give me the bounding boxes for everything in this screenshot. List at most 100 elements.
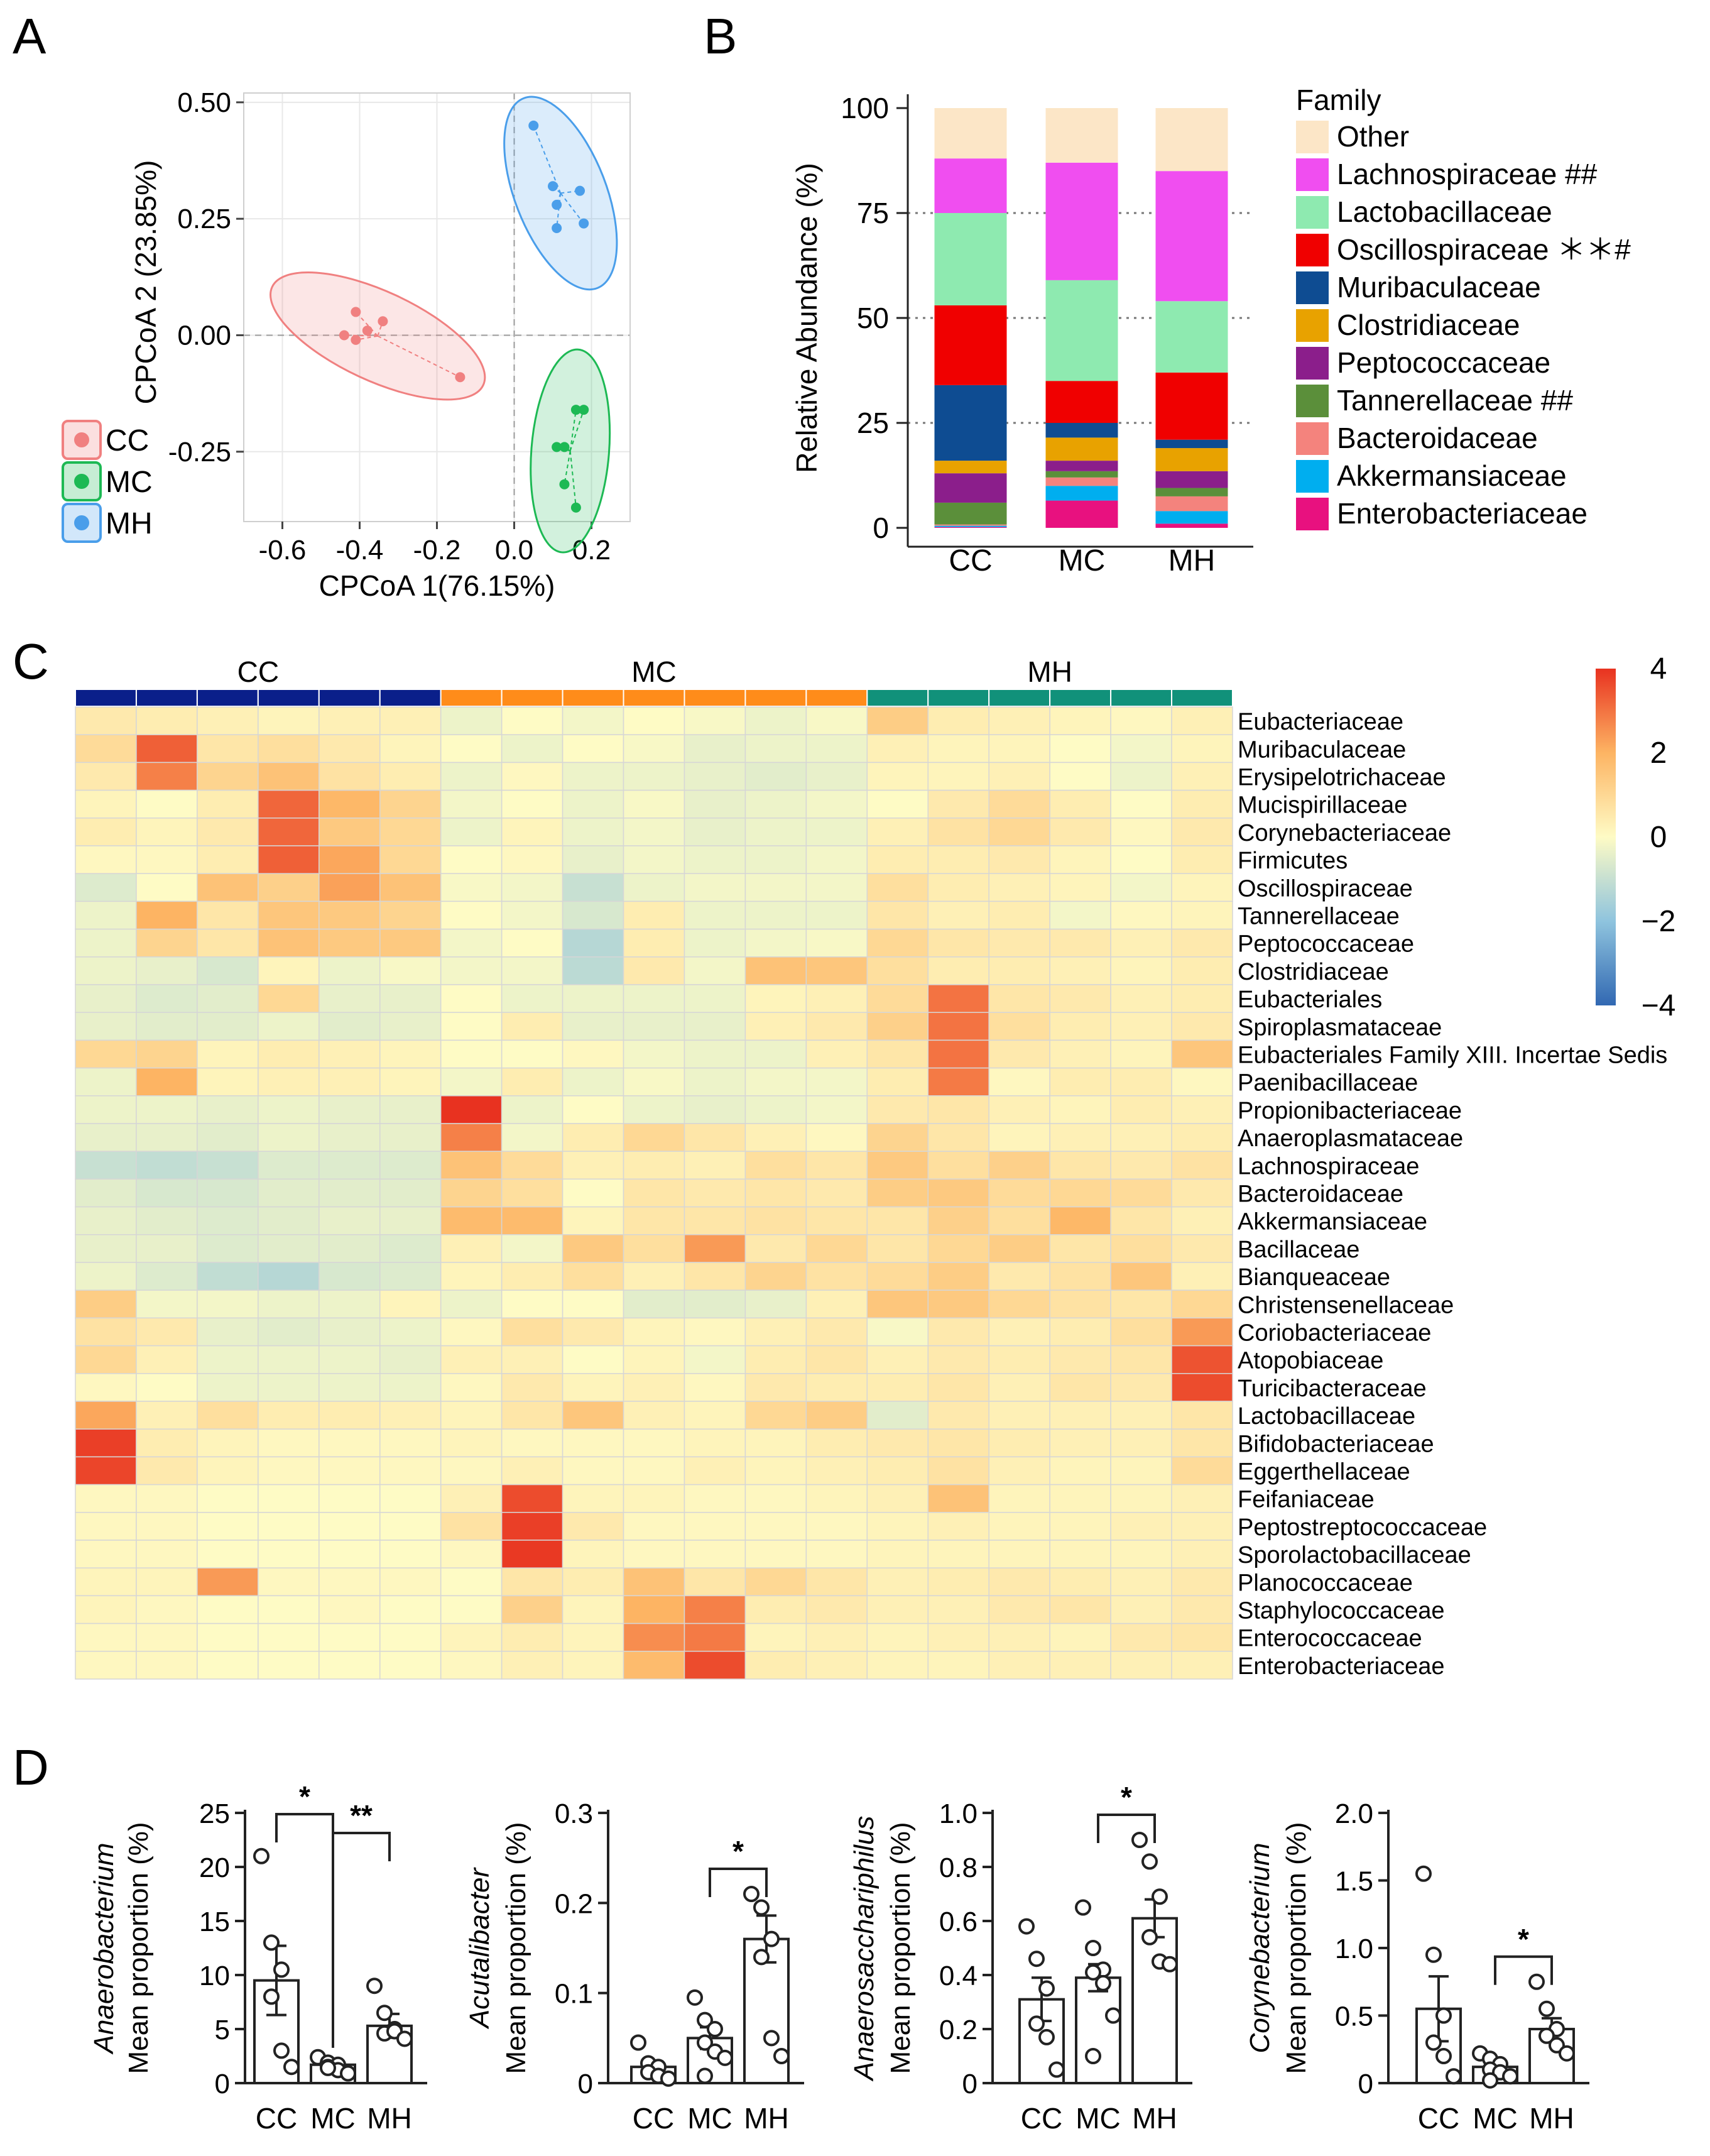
heatmap-cell [805,1622,868,1652]
heatmap-cell [136,1317,198,1347]
legend-swatch-peptococcaceae [1296,347,1329,380]
data-point [743,1886,760,1902]
heatmap-cell [1110,928,1172,958]
heatmap-cell [1171,928,1233,958]
heatmap-cell [1171,1262,1233,1291]
heatmap-cell [927,984,989,1013]
heatmap-cell [805,900,868,930]
heatmap-cell [136,1622,198,1652]
y-axis-label: Mean proportion (%) [123,1822,154,2074]
heatmap-cell [866,900,929,930]
data-point [376,2005,393,2022]
heatmap-cell [562,789,624,819]
heatmap-cell [136,1067,198,1097]
legend-label-mc: MC [106,466,153,499]
y-axis-label-taxon: Anaerobacterium [89,1842,119,2055]
heatmap-cell [1110,1428,1172,1458]
heatmap-cell [136,762,198,791]
heatmap-cell [1110,1151,1172,1180]
heatmap-cell [683,928,746,958]
y-tick-label: 15 [199,1907,230,1937]
legend-label-enterobacteriaceae: Enterobacteriaceae [1337,497,1587,530]
bar-segment-tannerellaceae-mc [1045,471,1118,478]
heatmap-cell [501,1651,564,1680]
heatmap-cell [501,1595,564,1624]
heatmap-cell [623,1262,685,1291]
bar-segment-peptococcaceae-mc [1045,461,1118,471]
y-tick-label: 0 [1358,2069,1373,2099]
heatmap-cell [1171,1012,1233,1041]
heatmap-cell [1171,956,1233,985]
x-tick-label: MC [687,2102,732,2135]
heatmap-cell [1110,1484,1172,1513]
heatmap-cell [75,956,137,985]
heatmap-cell [501,956,564,985]
heatmap-cell [562,1595,624,1624]
heatmap-cell [319,1012,381,1041]
spider-line [377,335,460,378]
heatmap-cell [501,1484,564,1513]
heatmap-cell [683,900,746,930]
heatmap-cell [136,1234,198,1263]
heatmap-cell [1049,1428,1111,1458]
heatmap-cell [319,1039,381,1069]
heatmap-cell [623,789,685,819]
heatmap-cell [1049,1373,1111,1402]
heatmap-cell [805,1012,868,1041]
heatmap-cell [501,1234,564,1263]
x-tick-label: 0.0 [495,535,533,566]
heatmap-cell [683,1622,746,1652]
heatmap-cell [197,1012,259,1041]
heatmap-cell [1049,928,1111,958]
significance-bracket [1097,1814,1156,1843]
heatmap-cell [440,734,503,763]
heatmap-cell [744,1512,807,1541]
heatmap-cell [75,1622,137,1652]
heatmap-cell [136,984,198,1013]
significance-bracket [332,1832,391,2048]
bar-segment-muribaculaceae-mh [1155,439,1228,449]
heatmap-cell [623,1428,685,1458]
y-tick-label: 2.0 [1335,1798,1373,1829]
heatmap-cell [562,734,624,763]
heatmap-cell [562,1456,624,1486]
row-label: Bianqueaceae [1238,1264,1390,1291]
heatmap-cell [1049,1234,1111,1263]
heatmap-cell [197,1095,259,1124]
row-label: Clostridiaceae [1238,959,1389,985]
heatmap-cell [744,1540,807,1568]
heatmap-cell [1171,1595,1233,1624]
row-label: Spiroplasmataceae [1238,1014,1442,1041]
heatmap-cell [197,789,259,819]
heatmap-cell [988,1651,1050,1680]
heatmap-cell [379,818,442,846]
legend-swatch-akkermansiaceae [1296,460,1329,493]
heatmap-cell [197,1262,259,1291]
heatmap-cell [197,928,259,958]
heatmap-cell [501,1512,564,1541]
heatmap-cell [562,818,624,846]
legend-label-clostridiaceae: Clostridiaceae [1337,309,1520,341]
heatmap-cell [258,1039,320,1069]
heatmap-cell [927,1540,989,1568]
heatmap-cell [683,1373,746,1402]
data-point [1131,1832,1148,1848]
point-mh [528,120,539,131]
heatmap-cell [683,984,746,1013]
data-point [1085,1964,1101,1981]
heatmap-cell [258,1206,320,1235]
heatmap-cell [440,1317,503,1347]
group-annotation-mh [1049,689,1112,707]
heatmap-cell [1049,900,1111,930]
heatmap-cell [197,1206,259,1235]
heatmap-cell [683,1151,746,1180]
heatmap-cell [988,1095,1050,1124]
heatmap-cell [683,845,746,874]
heatmap-cell [866,956,929,985]
row-label: Bacteroidaceae [1238,1181,1403,1208]
legend-marker-cc [74,432,89,447]
heatmap-cell [440,1484,503,1513]
heatmap-cell [562,1622,624,1652]
heatmap-cell [805,1456,868,1486]
legend-swatch-oscillospiraceae [1296,234,1329,266]
